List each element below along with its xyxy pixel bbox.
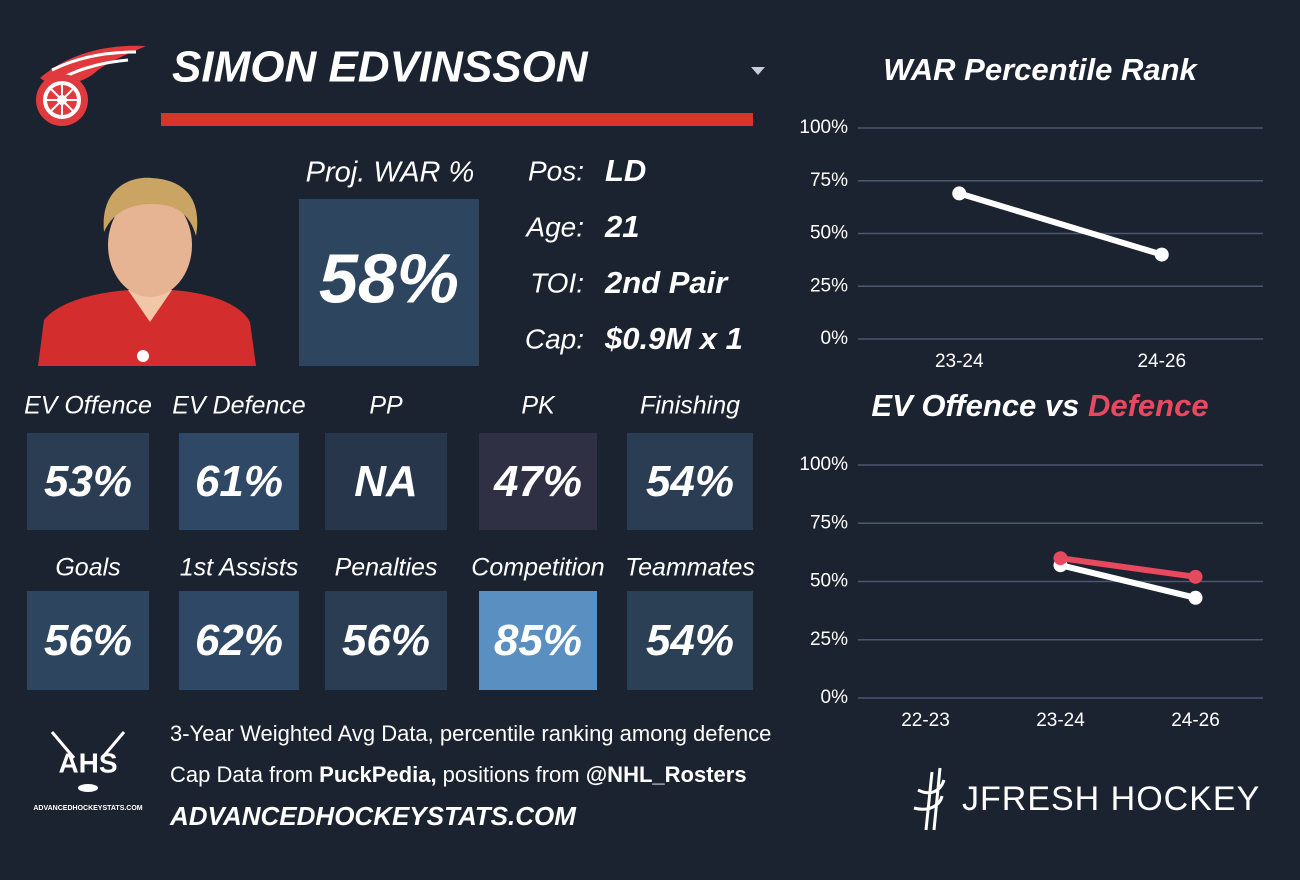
footer-source: @NHL_Rosters <box>586 762 747 787</box>
tile-value: 85% <box>494 616 582 665</box>
x-tick-label: 24-26 <box>1137 351 1186 372</box>
y-tick-label: 50% <box>810 223 848 244</box>
tile-value: 62% <box>195 616 283 665</box>
footer-text: Cap Data from <box>170 762 319 787</box>
tile-box <box>627 591 753 690</box>
line-series <box>956 190 1165 258</box>
chart: 0% 25% 50% 75% 100% 23-24 24-26 <box>799 117 1263 372</box>
y-tick-label: 50% <box>810 571 848 592</box>
y-tick-label: 0% <box>821 687 849 708</box>
name-underline <box>161 113 753 126</box>
proj-value: 58% <box>319 239 459 317</box>
tile-box <box>627 433 753 530</box>
tile-value: 61% <box>195 457 283 506</box>
chart-title-highlight: Defence <box>1088 388 1209 423</box>
tile-label: 1st Assists <box>180 554 299 582</box>
tile-label: Penalties <box>335 554 438 582</box>
footer-line1: 3-Year Weighted Avg Data, percentile ran… <box>170 721 771 746</box>
x-tick-label: 22-23 <box>901 710 950 731</box>
y-tick-label: 25% <box>810 275 848 296</box>
y-tick-label: 75% <box>810 170 848 191</box>
x-tick-label: 23-24 <box>1036 710 1085 731</box>
team-logo <box>36 45 146 126</box>
field-value: 2nd Pair <box>604 265 729 300</box>
tile-box <box>179 433 299 530</box>
field-label: TOI: <box>530 267 584 298</box>
line-point <box>1188 590 1203 605</box>
ahs-logo-text: AHS <box>58 747 117 778</box>
player-photo <box>38 177 256 366</box>
chart-title-part: EV Offence vs <box>871 388 1088 423</box>
tile-value: NA <box>354 457 418 506</box>
line-point <box>1053 551 1068 566</box>
tile-label: PK <box>521 392 556 420</box>
field-value: 21 <box>604 209 639 244</box>
proj-label: Proj. WAR % <box>306 157 475 189</box>
tile-value: 54% <box>646 616 734 665</box>
footer-text: positions from <box>437 762 586 787</box>
tile-label: EV Offence <box>24 392 152 420</box>
footer-site: ADVANCEDHOCKEYSTATS.COM <box>169 801 577 831</box>
chart-title: WAR Percentile Rank <box>883 52 1198 87</box>
tile-label: Competition <box>471 554 604 582</box>
tile-box <box>479 591 597 690</box>
tile-box <box>325 433 447 530</box>
line-series <box>1057 555 1199 580</box>
y-tick-label: 0% <box>821 328 849 349</box>
brand-name: JFRESH HOCKEY <box>962 780 1260 818</box>
y-tick-label: 100% <box>799 454 848 475</box>
footer-line2: Cap Data from PuckPedia, positions from … <box>170 762 747 787</box>
tile-box <box>27 591 149 690</box>
tile-label: EV Defence <box>172 392 305 420</box>
tile-value: 47% <box>493 457 582 506</box>
field-value: LD <box>605 153 646 188</box>
ahs-logo: AHS ADVANCEDHOCKEYSTATS.COM <box>33 731 143 812</box>
tile-label: Goals <box>55 554 120 582</box>
proj-box <box>299 199 479 366</box>
chart: 0% 25% 50% 75% 100% 22-23 23-24 24-26 <box>799 454 1263 731</box>
x-tick-label: 24-26 <box>1171 710 1220 731</box>
y-tick-label: 100% <box>799 117 848 138</box>
line-point <box>1188 569 1203 584</box>
line-point <box>1154 247 1169 262</box>
field-value: $0.9M x 1 <box>604 321 743 356</box>
chart-title: EV Offence vs Defence <box>871 388 1208 423</box>
tile-value: 53% <box>44 457 132 506</box>
footer-source: PuckPedia, <box>319 762 436 787</box>
tile-box <box>479 433 597 530</box>
brand-icon <box>913 767 946 831</box>
player-name: SIMON EDVINSSON <box>172 43 589 92</box>
info-fields: Pos: LD Age: 21 TOI: 2nd Pair Cap: $0.9M x 1 <box>524 153 742 356</box>
line-series <box>1057 562 1199 601</box>
tile-box <box>325 591 447 690</box>
tile-value: 54% <box>646 457 734 506</box>
dropdown-arrow[interactable] <box>751 67 765 75</box>
field-label: Cap: <box>525 323 584 354</box>
stat-tiles: EV Offence 53% EV Defence 61% PP NA PK 47% Finis… <box>24 392 755 690</box>
tile-value: 56% <box>342 616 430 665</box>
tile-label: PP <box>369 392 403 420</box>
y-tick-label: 75% <box>810 512 848 533</box>
field-label: Pos: <box>528 155 584 186</box>
tile-label: Finishing <box>640 392 740 420</box>
tile-label: Teammates <box>625 554 755 582</box>
tile-value: 56% <box>44 616 132 665</box>
tile-box <box>27 433 149 530</box>
x-tick-label: 23-24 <box>935 351 984 372</box>
ahs-logo-sub: ADVANCEDHOCKEYSTATS.COM <box>33 805 142 812</box>
line-point <box>952 186 967 201</box>
field-label: Age: <box>524 211 584 242</box>
tile-box <box>179 591 299 690</box>
y-tick-label: 25% <box>810 629 848 650</box>
